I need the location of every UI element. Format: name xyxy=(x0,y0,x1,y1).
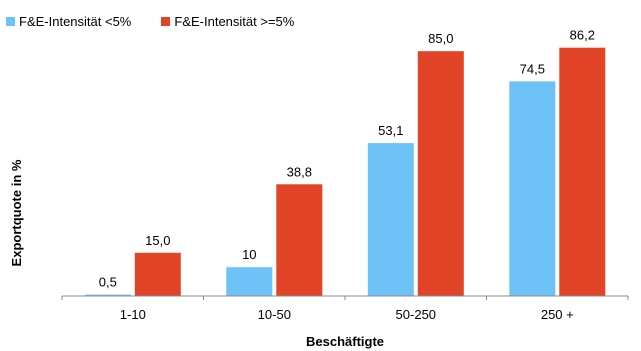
legend-label-series-2: F&E-Intensität >=5% xyxy=(174,14,295,29)
bar-series-2-3 xyxy=(417,51,464,297)
x-tick-label-2: 10-50 xyxy=(258,307,291,322)
legend-item-series-1: F&E-Intensität <5% xyxy=(6,14,131,29)
bar-series-1-4 xyxy=(509,81,556,297)
x-axis: 1-10 10-50 50-250 250 + xyxy=(61,295,629,322)
data-label-series-1-4: 74,5 xyxy=(520,61,545,76)
x-tick-label-1: 1-10 xyxy=(120,307,146,322)
bar-series-2-4 xyxy=(559,47,606,297)
x-axis-title: Beschäftigte xyxy=(306,334,384,349)
y-axis-title: Exportquote in % xyxy=(9,159,24,266)
bar-series-1-2 xyxy=(226,267,273,296)
data-label-series-1-2: 10 xyxy=(242,247,256,262)
data-label-series-2-2: 38,8 xyxy=(287,164,312,179)
data-label-series-2-1: 15,0 xyxy=(145,233,170,248)
data-label-series-1-3: 53,1 xyxy=(378,123,403,138)
x-tick-label-4: 250 + xyxy=(541,307,574,322)
data-labels-layer: 0,5 15,0 10 38,8 53,1 85,0 74,5 86,2 xyxy=(99,28,595,290)
data-label-series-2-4: 86,2 xyxy=(570,28,595,43)
bar-series-1-3 xyxy=(367,143,414,296)
legend-item-series-2: F&E-Intensität >=5% xyxy=(161,14,294,29)
legend-label-series-1: F&E-Intensität <5% xyxy=(19,14,132,29)
data-label-series-1-1: 0,5 xyxy=(99,275,117,290)
legend-swatch-series-2 xyxy=(161,17,171,26)
data-label-series-2-3: 85,0 xyxy=(428,31,453,46)
legend: F&E-Intensität <5% F&E-Intensität >=5% xyxy=(6,14,324,29)
x-tick-label-3: 50-250 xyxy=(396,307,436,322)
bar-series-2-2 xyxy=(276,184,323,296)
bar-series-2-1 xyxy=(134,252,181,296)
bar-series-1-1 xyxy=(84,294,131,296)
legend-swatch-series-1 xyxy=(6,17,15,26)
bars-layer xyxy=(84,47,606,297)
